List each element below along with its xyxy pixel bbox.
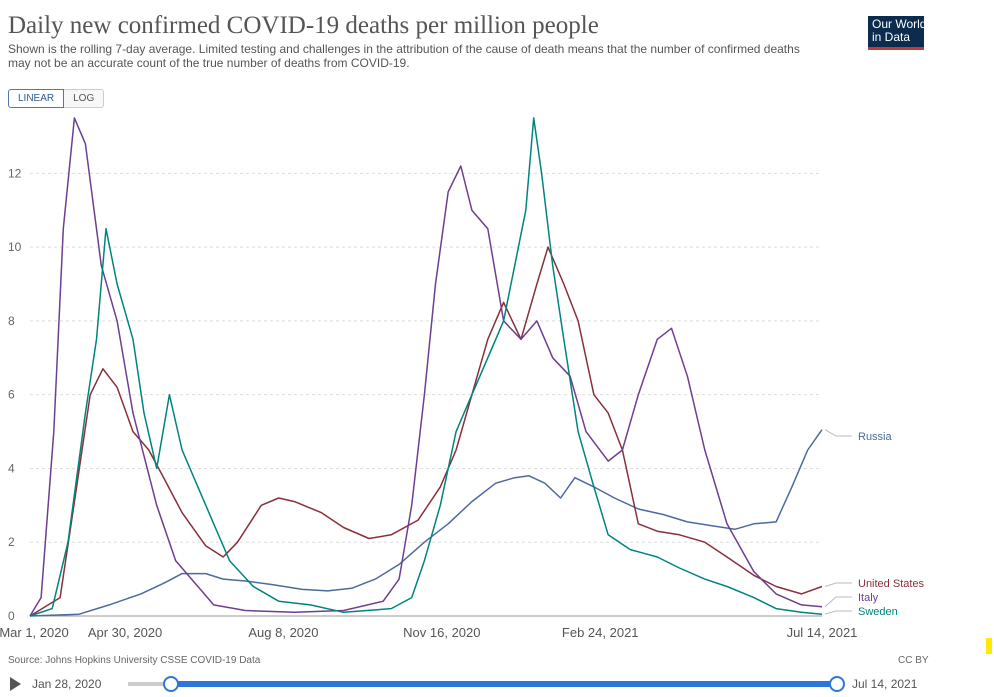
y-tick-label: 0 <box>8 609 15 623</box>
y-tick-label: 8 <box>8 314 15 328</box>
scale-toggle: LINEAR LOG <box>8 89 105 108</box>
timeline-slider[interactable]: Jan 28, 2020 Jul 14, 2021 <box>0 672 994 697</box>
y-tick-label: 2 <box>8 535 15 549</box>
play-icon[interactable] <box>10 677 21 691</box>
timeline-track-inactive[interactable] <box>128 682 170 686</box>
highlight-marker <box>986 638 992 654</box>
timeline-track-active[interactable] <box>170 681 836 687</box>
timeline-start-label: Jan 28, 2020 <box>32 677 102 691</box>
series-layer <box>29 117 823 617</box>
legend-label-sweden: Sweden <box>858 606 898 618</box>
legend-label-united-states: United States <box>858 578 925 590</box>
grid-layer <box>30 172 822 617</box>
legend-label-italy: Italy <box>858 592 879 604</box>
x-tick-label: Nov 16, 2020 <box>403 625 480 640</box>
legend-connector <box>824 610 852 615</box>
legend-connector <box>824 596 852 608</box>
timeline-start-handle[interactable] <box>163 676 179 692</box>
owid-logo[interactable]: Our World in Data <box>868 16 924 50</box>
y-tick-label: 10 <box>8 240 22 254</box>
page-title: Daily new confirmed COVID-19 deaths per … <box>8 12 599 39</box>
x-tick-label: Apr 30, 2020 <box>88 625 162 640</box>
series-line-united-states <box>29 246 823 617</box>
logo-line-2: in Data <box>872 30 911 44</box>
chart-subtitle: Shown is the rolling 7-day average. Limi… <box>8 42 800 70</box>
logo-line-1: Our World <box>872 17 924 31</box>
linear-scale-button[interactable]: LINEAR <box>8 89 65 108</box>
series-line-russia <box>29 429 823 617</box>
x-tick-label: Mar 1, 2020 <box>0 625 69 640</box>
x-tick-label: Aug 8, 2020 <box>248 625 318 640</box>
data-source[interactable]: Source: Johns Hopkins University CSSE CO… <box>8 655 261 666</box>
legend-label-russia: Russia <box>858 431 893 443</box>
series-line-sweden <box>29 117 823 617</box>
license-label[interactable]: CC BY <box>898 655 929 666</box>
y-tick-label: 6 <box>8 388 15 402</box>
log-scale-button[interactable]: LOG <box>64 89 105 108</box>
y-tick-label: 4 <box>8 461 15 475</box>
timeline-end-label: Jul 14, 2021 <box>852 677 918 691</box>
legend-connector <box>824 429 852 437</box>
timeline-end-handle[interactable] <box>829 676 845 692</box>
legend-layer: Russia United States Italy Sweden <box>824 429 925 618</box>
series-line-italy <box>29 117 823 617</box>
legend-connector <box>824 582 852 587</box>
x-tick-label: Jul 14, 2021 <box>787 625 858 640</box>
line-chart: 0 2 4 6 8 10 12 Mar 1, 2020 Apr 30, 2020 Aug 8, 2… <box>0 117 925 640</box>
y-tick-label: 12 <box>8 166 22 180</box>
axis-layer: 0 2 4 6 8 10 12 Mar 1, 2020 Apr 30, 2020 Aug 8, 2… <box>0 166 857 640</box>
x-tick-label: Feb 24, 2021 <box>562 625 639 640</box>
